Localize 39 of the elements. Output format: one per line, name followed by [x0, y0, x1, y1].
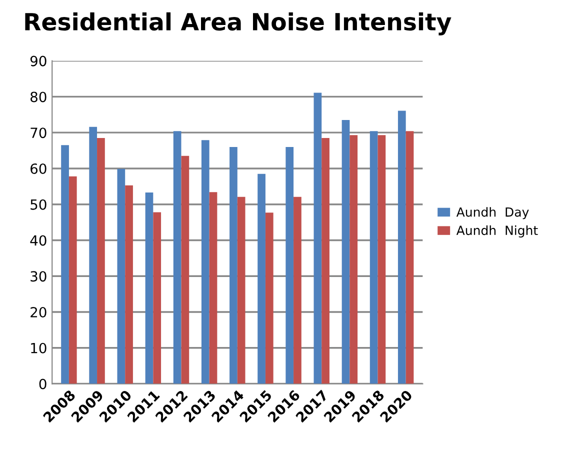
- bar: [145, 192, 154, 384]
- bar: [230, 146, 238, 384]
- bar: [61, 145, 69, 384]
- legend-label: Aundh Day: [456, 207, 529, 220]
- bar: [209, 192, 218, 384]
- chart-title: Residential Area Noise Intensity: [25, 12, 452, 36]
- bar: [201, 140, 210, 384]
- y-tick-label: 10: [31, 342, 46, 354]
- bar: [294, 196, 302, 384]
- bar: [153, 212, 162, 384]
- bar: [97, 138, 105, 384]
- bar: [322, 138, 330, 384]
- bar: [265, 212, 274, 384]
- bar: [125, 185, 133, 384]
- bar: [68, 176, 77, 384]
- bar: [350, 135, 358, 384]
- y-tick-label: 50: [30, 199, 46, 210]
- bar: [378, 135, 386, 384]
- bar: [173, 131, 182, 384]
- bar: [286, 146, 294, 384]
- y-tick-label: 90: [30, 56, 46, 66]
- y-tick-label: 30: [30, 271, 46, 282]
- bar: [258, 174, 266, 384]
- bar: [237, 196, 246, 384]
- y-tick-label: 70: [30, 128, 46, 138]
- bar: [342, 120, 350, 384]
- y-tick-label: 20: [30, 306, 46, 318]
- bar: [370, 131, 378, 384]
- bar: [89, 126, 98, 384]
- bar: [406, 131, 414, 384]
- bar: [398, 110, 406, 384]
- y-tick-label: 60: [30, 163, 46, 174]
- y-tick-label: 80: [30, 92, 46, 102]
- bar: [181, 156, 190, 384]
- y-tick-label: 0: [39, 378, 46, 390]
- legend-label: Aundh Night: [456, 225, 538, 238]
- bar: [117, 168, 126, 384]
- bar: [314, 92, 322, 384]
- y-tick-label: 40: [30, 235, 46, 246]
